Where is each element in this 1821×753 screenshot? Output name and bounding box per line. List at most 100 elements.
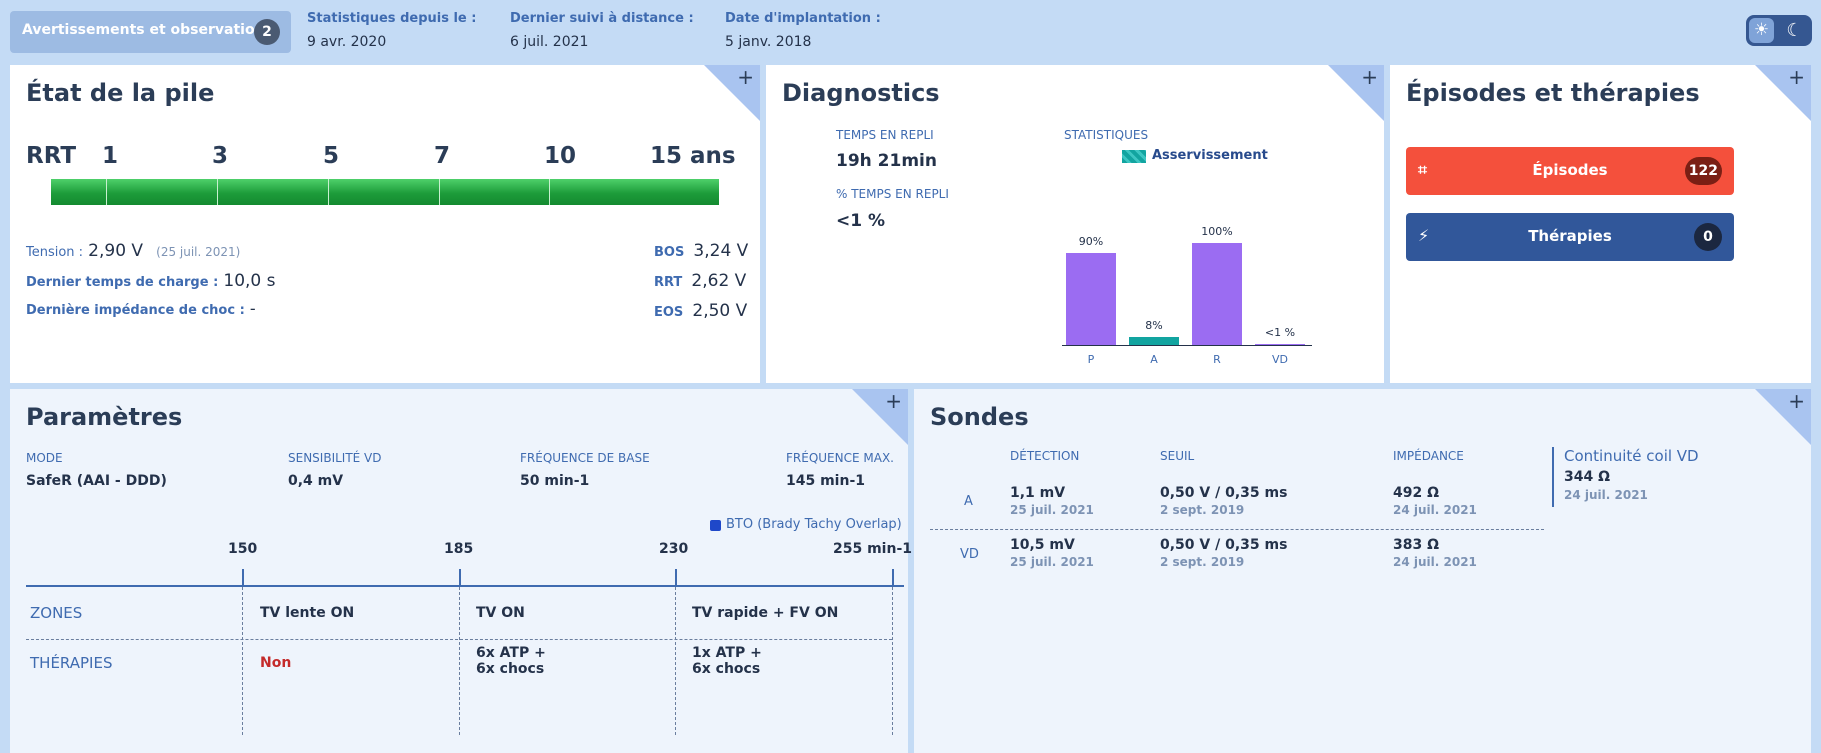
leads-expand-corner[interactable]: + xyxy=(1755,389,1811,445)
therapies-label: Thérapies xyxy=(1528,227,1612,245)
sun-icon[interactable]: ☀ xyxy=(1749,18,1774,43)
chart-category-r: R xyxy=(1213,353,1221,366)
parameters-title: Paramètres xyxy=(26,403,183,431)
tension-value: 2,90 V xyxy=(88,241,144,261)
chart-value-vd: <1 % xyxy=(1264,326,1296,339)
warnings-count-badge: 2 xyxy=(254,19,280,45)
scale-255: 255 min-1 xyxy=(833,541,913,557)
chart-category-p: P xyxy=(1087,353,1095,366)
base-rate-value: 50 min-1 xyxy=(520,473,590,489)
chart-bar-vd xyxy=(1255,344,1305,345)
ecg-icon: ⌗ xyxy=(1418,160,1428,179)
row-a-impedance: 492 Ω xyxy=(1393,485,1439,501)
sensitivity-value: 0,4 mV xyxy=(288,473,344,489)
stats-label: STATISTIQUES xyxy=(1064,128,1149,142)
implant-date-label: Date d'implantation : xyxy=(725,11,881,26)
chamber-vd: VD xyxy=(960,547,979,562)
legend-swatch xyxy=(1122,150,1146,163)
shock-impedance-label: Dernière impédance de choc : xyxy=(26,303,245,318)
battery-panel: État de la pile + RRT 1 3 5 7 10 15 ans … xyxy=(10,65,760,383)
plus-icon[interactable]: + xyxy=(1788,65,1805,89)
leads-title: Sondes xyxy=(930,403,1029,431)
plus-icon[interactable]: + xyxy=(1361,65,1378,89)
stats-since-value: 9 avr. 2020 xyxy=(307,34,387,50)
episodes-count-badge: 122 xyxy=(1684,157,1722,185)
episodes-panel: Épisodes et thérapies + ⌗ Épisodes 122 ⚡… xyxy=(1390,65,1811,383)
battery-level-bar xyxy=(51,179,719,205)
parameters-expand-corner[interactable]: + xyxy=(852,389,908,445)
plus-icon[interactable]: + xyxy=(885,389,902,413)
col-detection: DÉTECTION xyxy=(1010,449,1080,463)
therapy-tv-rapide: 1x ATP + 6x chocs xyxy=(692,645,762,677)
base-rate-label: FRÉQUENCE DE BASE xyxy=(520,451,650,465)
zone-tv-rapide: TV rapide + FV ON xyxy=(692,605,839,621)
zone-tv-lente: TV lente ON xyxy=(260,605,355,621)
scale-230: 230 xyxy=(659,541,689,557)
episodes-button[interactable]: ⌗ Épisodes 122 xyxy=(1406,147,1734,195)
chart-bar-a xyxy=(1129,337,1179,345)
rrt-value: 2,62 V xyxy=(691,271,747,291)
scale-rrt: RRT xyxy=(26,143,77,169)
warnings-button[interactable]: Avertissements et observations 2 xyxy=(10,11,291,53)
max-rate-value: 145 min-1 xyxy=(786,473,866,489)
theme-toggle[interactable]: ☀ ☾ xyxy=(1746,15,1812,46)
diagnostics-expand-corner[interactable]: + xyxy=(1328,65,1384,121)
lightning-icon: ⚡ xyxy=(1418,226,1430,245)
episodes-expand-corner[interactable]: + xyxy=(1755,65,1811,121)
charge-time-label: Dernier temps de charge : xyxy=(26,275,219,290)
pct-repli-label: % TEMPS EN REPLI xyxy=(836,187,949,201)
coil-value: 344 Ω xyxy=(1564,469,1610,485)
implant-date-value: 5 janv. 2018 xyxy=(725,34,812,50)
mode-label: MODE xyxy=(26,451,63,465)
eos-label: EOS xyxy=(654,305,684,320)
remote-followup-value: 6 juil. 2021 xyxy=(510,34,589,50)
col-seuil: SEUIL xyxy=(1160,449,1195,463)
coil-label: Continuité coil VD xyxy=(1564,447,1699,465)
episodes-title: Épisodes et thérapies xyxy=(1406,79,1700,107)
bto-legend-label: BTO (Brady Tachy Overlap) xyxy=(726,517,902,532)
scale-7: 7 xyxy=(434,143,451,169)
plus-icon[interactable]: + xyxy=(737,65,754,89)
chart-value-p: 90% xyxy=(1078,235,1104,248)
remote-followup-label: Dernier suivi à distance : xyxy=(510,11,694,26)
bto-legend-swatch xyxy=(710,520,721,531)
row-vd-seuil: 0,50 V / 0,35 ms xyxy=(1160,537,1288,553)
warnings-label: Avertissements et observations xyxy=(22,22,273,38)
zone-axis xyxy=(26,585,904,587)
charge-time-value: 10,0 s xyxy=(223,271,276,291)
chart-bar-r xyxy=(1192,243,1242,345)
moon-icon[interactable]: ☾ xyxy=(1786,20,1803,41)
row-vd-seuil-date: 2 sept. 2019 xyxy=(1160,555,1245,569)
chart-axis xyxy=(1062,345,1312,346)
leads-panel: Sondes + DÉTECTION SEUIL IMPÉDANCE A 1,1… xyxy=(914,389,1811,753)
plus-icon[interactable]: + xyxy=(1788,389,1805,413)
scale-3: 3 xyxy=(212,143,229,169)
scale-1: 1 xyxy=(102,143,119,169)
row-a-seuil-date: 2 sept. 2019 xyxy=(1160,503,1245,517)
diagnostics-title: Diagnostics xyxy=(782,79,940,107)
episodes-label: Épisodes xyxy=(1532,161,1608,179)
pct-repli-value: <1 % xyxy=(836,211,886,231)
scale-15: 15 ans xyxy=(650,143,736,169)
legend-label: Asservissement xyxy=(1152,148,1268,163)
coil-divider xyxy=(1552,447,1554,507)
bos-label: BOS xyxy=(654,245,685,260)
chart-category-a: A xyxy=(1150,353,1158,366)
row-a-impedance-date: 24 juil. 2021 xyxy=(1393,503,1477,517)
chart-category-vd: VD xyxy=(1272,353,1288,366)
therapies-row-label: THÉRAPIES xyxy=(30,654,113,672)
scale-5: 5 xyxy=(323,143,340,169)
row-vd-impedance-date: 24 juil. 2021 xyxy=(1393,555,1477,569)
battery-expand-corner[interactable]: + xyxy=(704,65,760,121)
tension-label: Tension : xyxy=(26,245,84,260)
row-vd-detection-date: 25 juil. 2021 xyxy=(1010,555,1094,569)
bos-value: 3,24 V xyxy=(693,241,749,261)
therapy-tv-lente: Non xyxy=(260,655,292,671)
mode-value: SafeR (AAI - DDD) xyxy=(26,473,167,489)
battery-title: État de la pile xyxy=(26,79,215,107)
scale-185: 185 xyxy=(444,541,474,557)
chart-value-r: 100% xyxy=(1201,225,1233,238)
therapies-button[interactable]: ⚡ Thérapies 0 xyxy=(1406,213,1734,261)
max-rate-label: FRÉQUENCE MAX. xyxy=(786,451,894,465)
row-a-detection-date: 25 juil. 2021 xyxy=(1010,503,1094,517)
